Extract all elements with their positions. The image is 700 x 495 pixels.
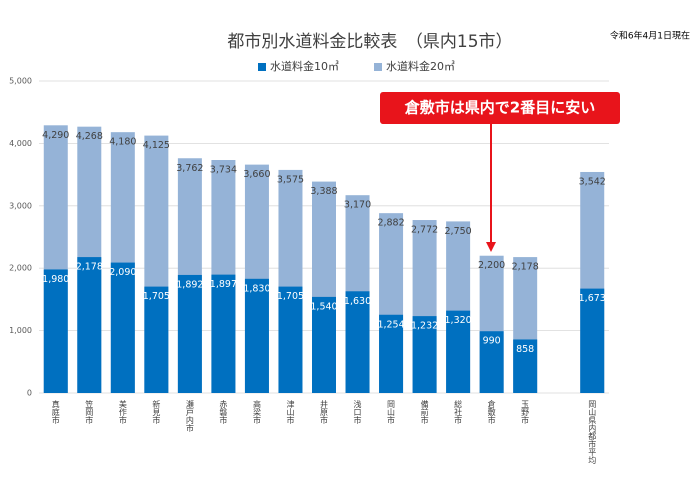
x-tick-label: 美作市: [118, 399, 127, 425]
value-label: 858: [516, 344, 534, 355]
value-label: 1,630: [344, 296, 371, 307]
y-tick-label: 1,000: [9, 326, 32, 335]
bar: [446, 310, 471, 393]
bar: [312, 296, 336, 393]
bar: [513, 339, 538, 393]
value-label: 1,897: [210, 279, 237, 290]
value-label: 4,290: [42, 130, 69, 141]
value-label: 1,892: [176, 279, 203, 290]
x-tick-label: 井原市: [320, 399, 329, 425]
x-tick-label: 高梁市: [252, 399, 261, 425]
x-tick-label: 備前市: [420, 399, 429, 425]
bar: [379, 314, 404, 393]
value-label: 4,125: [143, 140, 170, 151]
chart-title: 都市別水道料金比較表 （県内15市）: [227, 32, 512, 52]
bar: [278, 286, 303, 393]
value-label: 1,980: [42, 274, 69, 285]
value-label: 3,170: [344, 200, 371, 211]
legend-swatch: [374, 63, 382, 71]
value-label: 3,660: [243, 169, 270, 180]
value-label: 1,830: [243, 283, 270, 294]
value-label: 1,705: [277, 291, 304, 302]
x-tick-label: 笠岡市: [85, 399, 94, 425]
bar: [144, 286, 169, 393]
x-tick-label: 津山市: [286, 399, 295, 425]
value-label: 2,882: [377, 218, 404, 229]
value-label: 4,268: [76, 131, 103, 142]
bar: [244, 278, 269, 393]
y-tick-label: 2,000: [9, 264, 32, 273]
value-label: 2,772: [411, 225, 438, 236]
bar: [580, 288, 605, 393]
date-note: 令和6年4月1日現在: [610, 30, 690, 42]
value-label: 1,320: [445, 315, 472, 326]
x-tick-label: 総社市: [454, 399, 463, 425]
legend-label: 水道料金10㎥: [270, 59, 339, 73]
x-tick-label: 真庭市: [51, 399, 60, 425]
bar: [177, 274, 202, 393]
value-label: 4,180: [109, 137, 136, 148]
bar: [77, 257, 102, 393]
value-label: 990: [483, 336, 501, 347]
bar: [479, 331, 504, 393]
bar: [345, 291, 370, 393]
x-tick-label: 浅口市: [353, 399, 362, 425]
y-tick-label: 4,000: [9, 139, 32, 148]
bar: [110, 262, 135, 393]
value-label: 2,090: [109, 267, 136, 278]
value-label: 1,673: [579, 293, 606, 304]
value-label: 1,705: [143, 291, 170, 302]
value-label: 3,762: [176, 163, 203, 174]
legend-label: 水道料金20㎥: [386, 59, 455, 73]
annotation: 倉敷市は県内で2番目に安い: [404, 99, 595, 117]
value-label: 1,232: [411, 321, 438, 332]
value-label: 1,540: [310, 301, 337, 312]
value-label: 1,254: [377, 319, 404, 330]
value-label: 2,178: [512, 262, 539, 273]
x-tick-label: 瀬戸内市: [185, 399, 194, 433]
value-label: 3,542: [579, 176, 606, 187]
value-label: 3,734: [210, 164, 237, 175]
bar: [211, 274, 236, 393]
value-label: 3,388: [310, 186, 337, 197]
bar: [43, 269, 68, 393]
x-tick-label: 赤磐市: [219, 400, 228, 425]
y-tick-label: 3,000: [9, 201, 32, 210]
annotation-arrowhead: [486, 242, 496, 252]
y-tick-label: 0: [27, 389, 32, 398]
annotation-box: [380, 92, 620, 124]
legend-swatch: [258, 63, 266, 71]
value-label: 2,200: [478, 260, 505, 271]
x-tick-label: 新見市: [152, 399, 161, 425]
bar: [412, 316, 437, 393]
x-tick-label: 岡山県内都市平均: [588, 400, 597, 465]
x-tick-label: 玉野市: [521, 400, 530, 425]
x-tick-label: 倉敷市: [487, 399, 496, 425]
value-label: 3,575: [277, 174, 304, 185]
x-tick-label: 岡山市: [387, 400, 396, 425]
y-tick-label: 5,000: [9, 77, 32, 86]
value-label: 2,178: [76, 262, 103, 273]
value-label: 2,750: [445, 226, 472, 237]
